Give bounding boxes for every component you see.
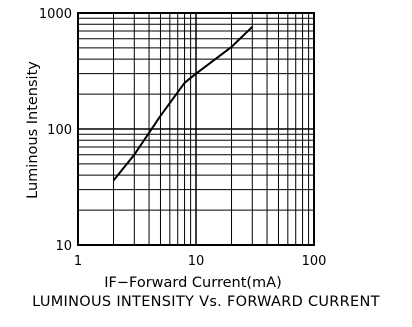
chart-caption: LUMINOUS INTENSITY Vs. FORWARD CURRENT bbox=[32, 294, 380, 310]
series-layer bbox=[112, 26, 253, 182]
x-tick-label: 10 bbox=[188, 254, 205, 269]
plot-frame bbox=[77, 12, 315, 246]
x-tick-label: 100 bbox=[302, 254, 327, 269]
y-axis-label: Luminous Intensity bbox=[25, 61, 41, 199]
y-tick-label: 10 bbox=[55, 239, 72, 254]
x-tick-label: 1 bbox=[74, 254, 82, 269]
grid-lines bbox=[78, 12, 314, 246]
y-tick-label: 1000 bbox=[39, 7, 72, 22]
y-tick-label: 100 bbox=[47, 123, 72, 138]
series-line-0 bbox=[112, 26, 253, 182]
x-axis-label: IF−Forward Current(mA) bbox=[104, 275, 282, 291]
